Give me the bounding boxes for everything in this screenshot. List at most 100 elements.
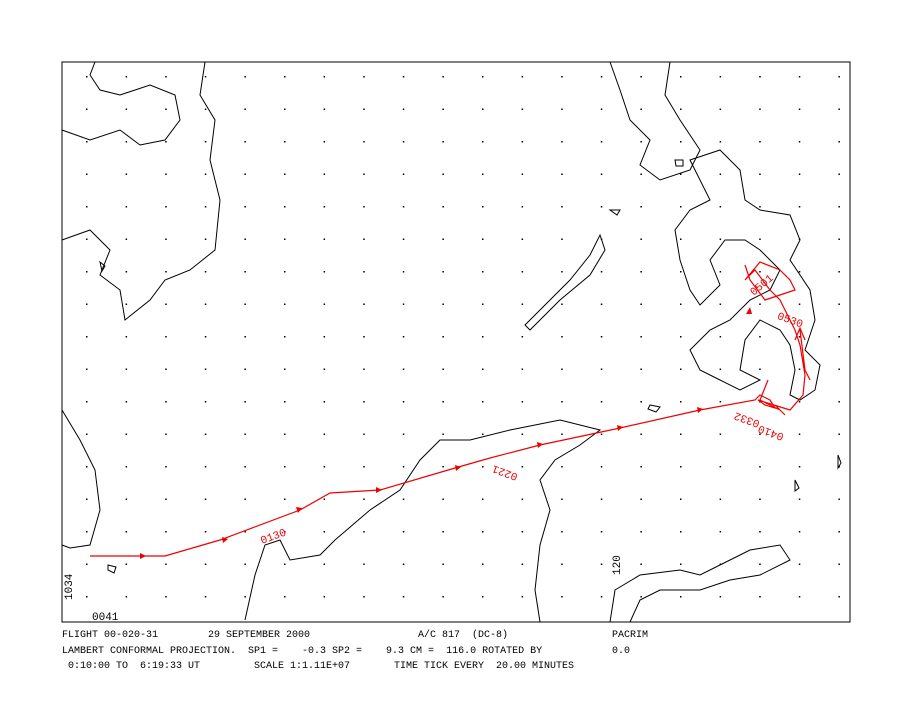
grid-dot [125, 466, 128, 468]
grid-dot [165, 596, 167, 598]
grid-dot [561, 76, 563, 78]
grid-dot [521, 498, 524, 500]
grid-dot [640, 336, 642, 338]
grid-dot [482, 173, 484, 175]
grid-dot [363, 368, 365, 370]
corner-label: 1034 [64, 573, 76, 600]
grid-dot [680, 271, 682, 273]
grid-dot [561, 173, 563, 175]
grid-dot [244, 173, 246, 175]
grid-dot [284, 303, 286, 305]
grid-dot [402, 433, 405, 435]
grid-dot [86, 206, 88, 208]
grid-dot [759, 76, 761, 78]
grid-dot [442, 108, 444, 110]
grid-dot [640, 271, 642, 273]
grid-dot [402, 238, 405, 240]
grid-dot [838, 173, 840, 175]
grid-dot [125, 108, 128, 110]
grid-dot [363, 401, 365, 403]
grid-dot [363, 563, 365, 565]
grid-dot [204, 498, 207, 500]
grid-dot [561, 303, 563, 305]
grid-dot [521, 433, 524, 435]
grid-dot [442, 596, 444, 598]
grid-dot [521, 466, 524, 468]
grid-dot [125, 141, 128, 143]
grid-dot [363, 271, 365, 273]
grid-dot [204, 173, 207, 175]
grid-dot [521, 141, 524, 143]
track-label: 0530 [775, 311, 804, 331]
grid-dot [165, 238, 167, 240]
grid-dot [719, 206, 722, 208]
grid-dot [402, 173, 405, 175]
grid-dot [204, 531, 207, 533]
grid-dot [719, 76, 722, 78]
grid-dot [323, 433, 326, 435]
grid-dot [284, 271, 286, 273]
track-label: 0410 [757, 421, 786, 441]
grid-dot [402, 531, 405, 533]
grid-dot [838, 336, 840, 338]
grid-dot [204, 141, 207, 143]
footer-text: 0:10:00 TO 6:19:33 UT [68, 661, 201, 672]
corner-label: 0041 [92, 612, 119, 624]
grid-dot [402, 271, 405, 273]
grid-dot [402, 368, 405, 370]
grid-dot [640, 563, 642, 565]
grid-dot [442, 271, 444, 273]
grid-dot [838, 76, 840, 78]
grid-dot [402, 596, 405, 598]
grid-dot [323, 368, 326, 370]
grid-dot [719, 336, 722, 338]
grid-dot [600, 466, 603, 468]
grid-dot [86, 498, 88, 500]
grid-dot [600, 368, 603, 370]
grid-dot [86, 433, 88, 435]
grid-dot [600, 401, 603, 403]
grid-dot [798, 141, 801, 143]
grid-dot [244, 368, 246, 370]
grid-dot [442, 466, 444, 468]
grid-dot [363, 596, 365, 598]
grid-dot [600, 336, 603, 338]
grid-dot [402, 303, 405, 305]
grid-dot [244, 596, 246, 598]
grid-dot [600, 173, 603, 175]
grid-dot [600, 76, 603, 78]
grid-dot [284, 76, 286, 78]
grid-dot [442, 531, 444, 533]
grid-dot [719, 271, 722, 273]
grid-dot [759, 563, 761, 565]
grid-dot [838, 563, 840, 565]
grid-dot [521, 401, 524, 403]
grid-dot [640, 108, 642, 110]
grid-dot [244, 238, 246, 240]
grid-dot [402, 498, 405, 500]
grid-dot [759, 596, 761, 598]
grid-dot [323, 563, 326, 565]
grid-dot [86, 596, 88, 598]
grid-dot [838, 596, 840, 598]
grid-dot [561, 108, 563, 110]
map-frame [61, 61, 851, 623]
grid-dot [521, 596, 524, 598]
grid-dot [363, 466, 365, 468]
grid-dot [482, 303, 484, 305]
grid-dot [838, 303, 840, 305]
grid-dot [482, 531, 484, 533]
grid-dot [759, 466, 761, 468]
grid-dot [521, 271, 524, 273]
grid-dot [759, 108, 761, 110]
grid-dot [838, 206, 840, 208]
grid-dot [125, 173, 128, 175]
footer-text: A/C 817 (DC-8) [418, 630, 509, 641]
grid-dot [86, 173, 88, 175]
grid-dot [680, 238, 682, 240]
grid-dot [442, 401, 444, 403]
grid-dot [323, 76, 326, 78]
grid-dot [680, 141, 682, 143]
grid-dot [482, 76, 484, 78]
